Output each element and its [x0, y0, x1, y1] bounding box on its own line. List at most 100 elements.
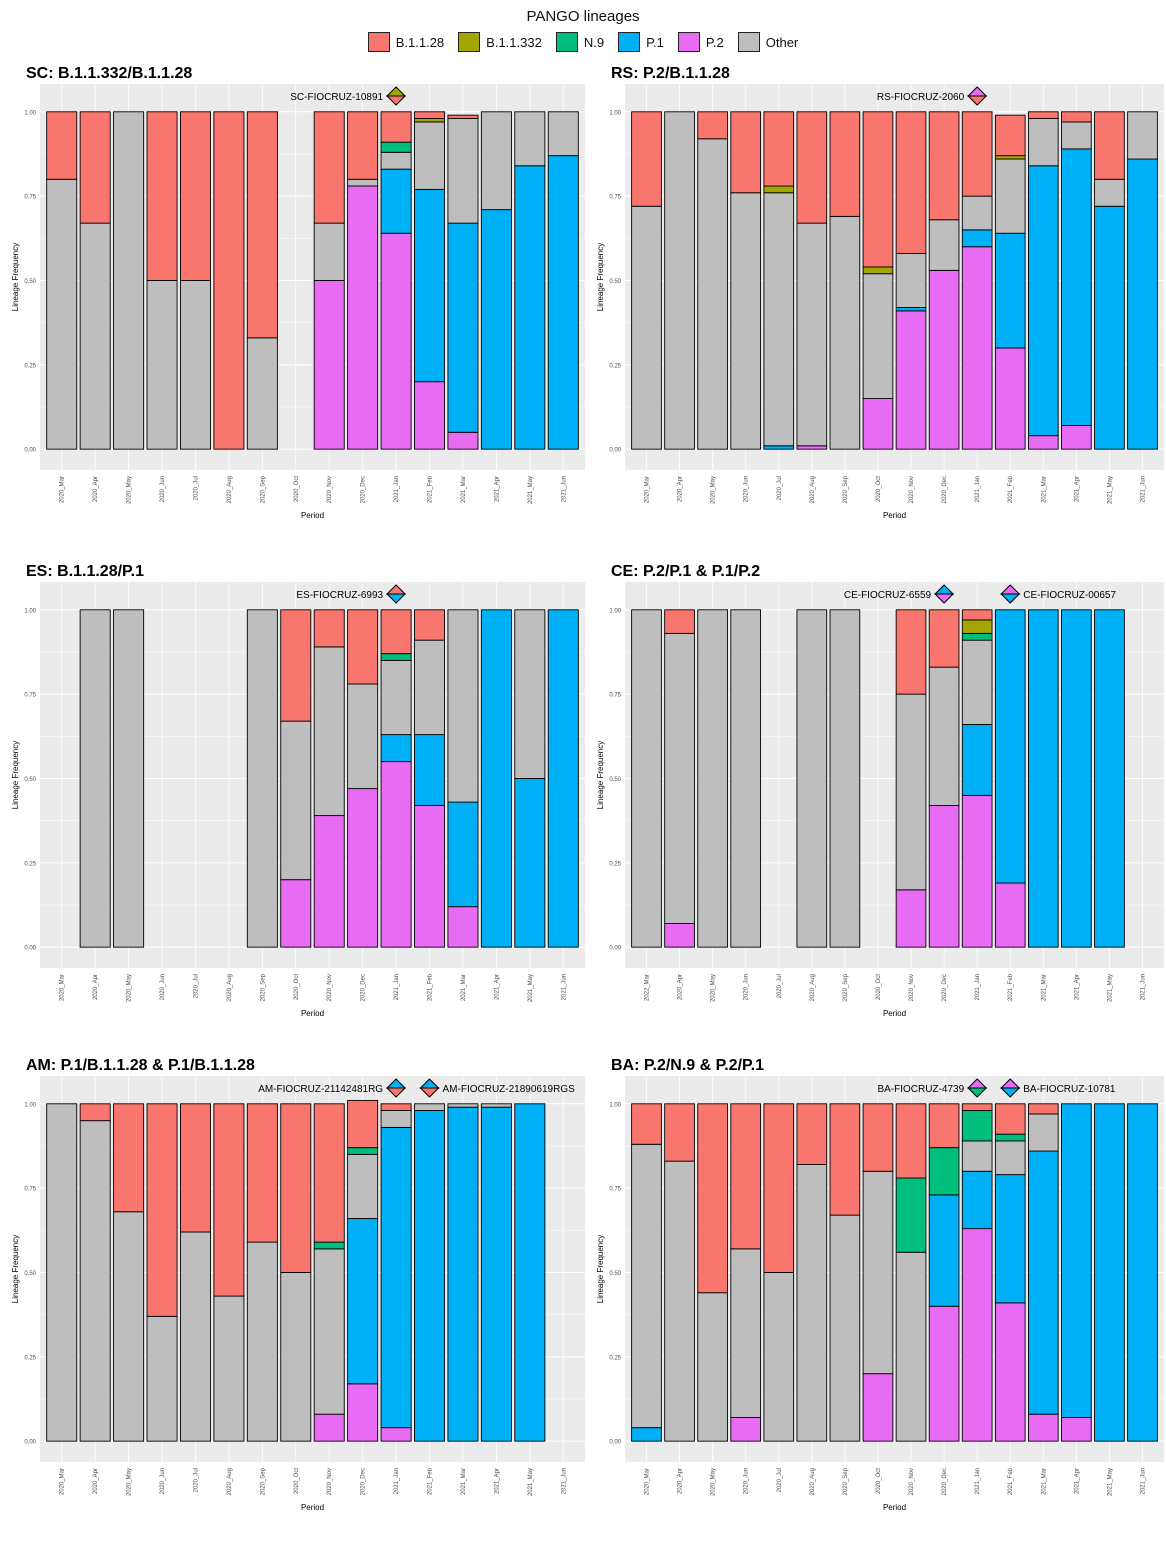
- x-tick-label: 2020_Nov: [909, 974, 915, 1001]
- x-tick-label: 2021_Jan: [975, 476, 981, 502]
- x-tick-label: 2020_May: [127, 1468, 133, 1496]
- y-tick-label: 0.00: [609, 946, 621, 952]
- chart-title: CE: P.2/P.1 & P.1/P.2: [611, 563, 760, 580]
- bar-segment: [414, 805, 446, 948]
- bar-segment: [1127, 1103, 1158, 1442]
- bar-segment: [829, 1214, 861, 1442]
- annotation-label: CE-FIOCRUZ-00657: [1023, 590, 1116, 601]
- bar-segment: [414, 609, 446, 641]
- bar-segment: [79, 609, 111, 948]
- y-axis-label: Lineage Frequency: [596, 1235, 605, 1304]
- annotation-label: SC-FIOCRUZ-10891: [290, 92, 383, 103]
- bar-segment: [1061, 148, 1092, 426]
- x-tick-label: 2020_Dec: [942, 476, 948, 503]
- bar-segment: [961, 1103, 993, 1111]
- x-tick-label: 2020_Sep: [843, 475, 849, 503]
- bar-segment: [697, 1103, 728, 1294]
- x-tick-label: 2021_Jan: [975, 974, 981, 1000]
- x-tick-label: 2020_Apr: [678, 974, 684, 1000]
- bar-segment: [146, 280, 178, 450]
- annotation-label: BA-FIOCRUZ-4739: [877, 1084, 964, 1095]
- bar-segment: [994, 609, 1026, 884]
- y-tick-label: 0.00: [24, 1440, 36, 1446]
- bar-segment: [380, 761, 412, 948]
- bar-segment: [1027, 111, 1059, 119]
- bar-segment: [347, 683, 379, 790]
- y-axis-label: Lineage Frequency: [11, 243, 20, 312]
- y-tick-label: 0.00: [24, 448, 36, 454]
- bar-segment: [79, 1120, 111, 1442]
- bar-segment: [113, 1211, 145, 1442]
- legend-item: B.1.1.332: [458, 32, 542, 52]
- x-tick-label: 2020_Oct: [876, 974, 882, 1000]
- x-tick-label: 2021_May: [1107, 1468, 1113, 1496]
- annotation-label: CE-FIOCRUZ-6559: [844, 590, 932, 601]
- bar-segment: [961, 195, 993, 231]
- bar-segment: [280, 1272, 312, 1442]
- y-tick-label: 0.25: [609, 1355, 621, 1361]
- x-tick-label: 2020_May: [711, 974, 717, 1002]
- bar-segment: [631, 111, 662, 207]
- bar-segment: [862, 266, 894, 275]
- bar-segment: [796, 445, 828, 450]
- bar-segment: [730, 1417, 762, 1442]
- bar-segment: [862, 273, 894, 400]
- x-tick-label: 2021_May: [1107, 476, 1113, 504]
- x-tick-label: 2020_May: [127, 476, 133, 504]
- bar-segment: [895, 1251, 927, 1442]
- bar-segment: [862, 398, 894, 450]
- x-tick-label: 2020_Jun: [744, 1468, 750, 1494]
- bar-segment: [928, 666, 960, 806]
- bar-segment: [380, 1110, 412, 1128]
- bar-segment: [414, 734, 446, 806]
- x-tick-label: 2020_Sep: [843, 973, 849, 1001]
- x-tick-label: 2020_Oct: [876, 476, 882, 502]
- bar-segment: [447, 118, 479, 224]
- bar-segment: [994, 1103, 1026, 1135]
- bar-segment: [480, 1106, 512, 1442]
- bar-segment: [514, 165, 546, 450]
- x-tick-label: 2021_Feb: [1008, 973, 1014, 1001]
- x-tick-label: 2021_Mar: [461, 476, 467, 503]
- x-tick-label: 2021_Mar: [1041, 476, 1047, 503]
- x-tick-label: 2020_Oct: [876, 1468, 882, 1494]
- legend-item: N.9: [555, 32, 604, 52]
- x-tick-label: 2020_Dec: [942, 974, 948, 1001]
- x-tick-label: 2020_Apr: [678, 476, 684, 502]
- legend-label: B.1.1.332: [486, 34, 542, 50]
- bar-segment: [146, 111, 178, 281]
- bar-segment: [928, 609, 960, 668]
- bar-segment: [79, 1103, 111, 1122]
- x-tick-label: 2021_Feb: [1008, 475, 1014, 503]
- x-tick-label: 2020_Nov: [327, 1468, 333, 1495]
- x-tick-label: 2020_Nov: [327, 476, 333, 503]
- bar-segment: [961, 229, 993, 248]
- x-tick-label: 2021_Mar: [461, 1468, 467, 1495]
- bar-segment: [961, 794, 993, 948]
- bar-segment: [313, 111, 345, 224]
- annotation-marker-bottom: [385, 593, 407, 604]
- bar-segment: [447, 1103, 479, 1108]
- bar-segment: [380, 1427, 412, 1442]
- bar-segment: [961, 632, 993, 641]
- x-tick-label: 2021_Jan: [975, 1468, 981, 1494]
- bar-segment: [380, 168, 412, 234]
- bar-segment: [46, 111, 78, 180]
- bar-segment: [631, 1103, 662, 1145]
- bar-segment: [480, 609, 512, 948]
- y-tick-label: 0.50: [24, 279, 36, 285]
- x-tick-label: 2020_May: [711, 476, 717, 504]
- y-tick-label: 1.00: [609, 608, 621, 614]
- x-tick-label: 2021_Jan: [394, 974, 400, 1000]
- y-tick-label: 1.00: [24, 110, 36, 116]
- bar-segment: [961, 724, 993, 796]
- annotation-marker-bottom: [966, 95, 988, 106]
- y-axis-label: Lineage Frequency: [11, 741, 20, 810]
- y-tick-label: 0.00: [24, 946, 36, 952]
- bar-segment: [730, 192, 762, 450]
- legend: B.1.1.28 B.1.1.332 N.9 P.1 P.2 Other: [0, 32, 1166, 52]
- bar-segment: [380, 111, 412, 143]
- bar-segment: [313, 815, 345, 948]
- bar-segment: [46, 178, 78, 450]
- bar-segment: [146, 1103, 178, 1317]
